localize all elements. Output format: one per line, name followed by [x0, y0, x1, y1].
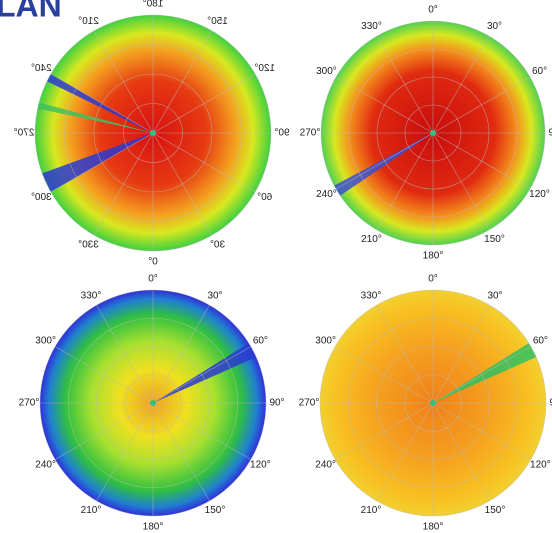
polar-map: 0° 30° 60° 90° 120° 150° 180° 210° 240° 270° 300° 3…	[14, 0, 290, 268]
angle-label: 300°	[35, 336, 56, 347]
angle-label: 180°	[143, 522, 164, 533]
pole-marker	[430, 400, 436, 406]
slide-title: LAN	[0, 0, 62, 23]
angle-label: 240°	[316, 189, 337, 200]
page: 0° 30° 60° 90° 120° 150° 180° 210° 240° 270° 300° 3…	[0, 0, 552, 533]
pole-marker	[430, 130, 436, 136]
angle-label: 180°	[143, 0, 164, 10]
angle-label: 150°	[484, 234, 505, 245]
angle-label: 0°	[428, 274, 438, 285]
angle-label: 150°	[485, 505, 506, 516]
angle-label: 180°	[423, 522, 444, 533]
angle-label: 30°	[487, 21, 502, 32]
angle-label: 300°	[31, 192, 52, 203]
angle-label: 120°	[529, 189, 550, 200]
angle-label: 330°	[361, 290, 382, 301]
angle-label: 120°	[250, 460, 271, 471]
angle-label: 0°	[428, 5, 438, 16]
angle-label: 60°	[257, 192, 272, 203]
figure: 0° 30° 60° 90° 120° 150° 180° 210° 240° 270° 300° 3…	[0, 0, 552, 533]
angle-label: 270°	[19, 398, 40, 409]
angle-label: 60°	[533, 336, 548, 347]
pole-marker	[150, 400, 156, 406]
angle-label: 330°	[78, 239, 99, 250]
angle-label: 120°	[254, 63, 275, 74]
angle-label: 150°	[205, 505, 226, 516]
angle-label: 210°	[361, 234, 382, 245]
angle-label: 270°	[14, 128, 35, 139]
angle-label: 240°	[315, 460, 336, 471]
polar-map: 0°30°60°90°120°150°180°210°240°270°300°3…	[299, 274, 552, 533]
angle-label: 90°	[548, 128, 552, 139]
angle-label: 180°	[423, 251, 444, 262]
angle-label: 60°	[253, 336, 268, 347]
angle-label: 300°	[315, 336, 336, 347]
angle-label: 330°	[361, 21, 382, 32]
angle-label: 300°	[316, 66, 337, 77]
angle-label: 30°	[487, 290, 502, 301]
angle-label: 240°	[31, 63, 52, 74]
angle-label: 60°	[532, 66, 547, 77]
angle-label: 0°	[148, 257, 158, 268]
polar-map: 0° 30° 60° 90° 120° 150° 180° 210° 240° 270° 300° 3…	[300, 5, 552, 262]
polar-map: 0° 30° 60° 90° 120° 150° 180° 210° 240° 270° 300° 3…	[19, 274, 285, 533]
angle-label: 120°	[530, 460, 551, 471]
angle-label: 210°	[81, 505, 102, 516]
angle-label: 30°	[207, 290, 222, 301]
angle-label: 0°	[148, 274, 158, 285]
angle-label: 240°	[35, 460, 56, 471]
angle-label: 210°	[78, 16, 99, 27]
angle-label: 90°	[269, 398, 284, 409]
angle-label: 210°	[361, 505, 382, 516]
angle-label: 150°	[207, 16, 228, 27]
pole-marker	[150, 130, 156, 136]
angle-label: 30°	[210, 239, 225, 250]
angle-label: 90°	[274, 128, 289, 139]
angle-label: 270°	[299, 398, 320, 409]
angle-label: 330°	[81, 290, 102, 301]
angle-label: 270°	[300, 128, 321, 139]
